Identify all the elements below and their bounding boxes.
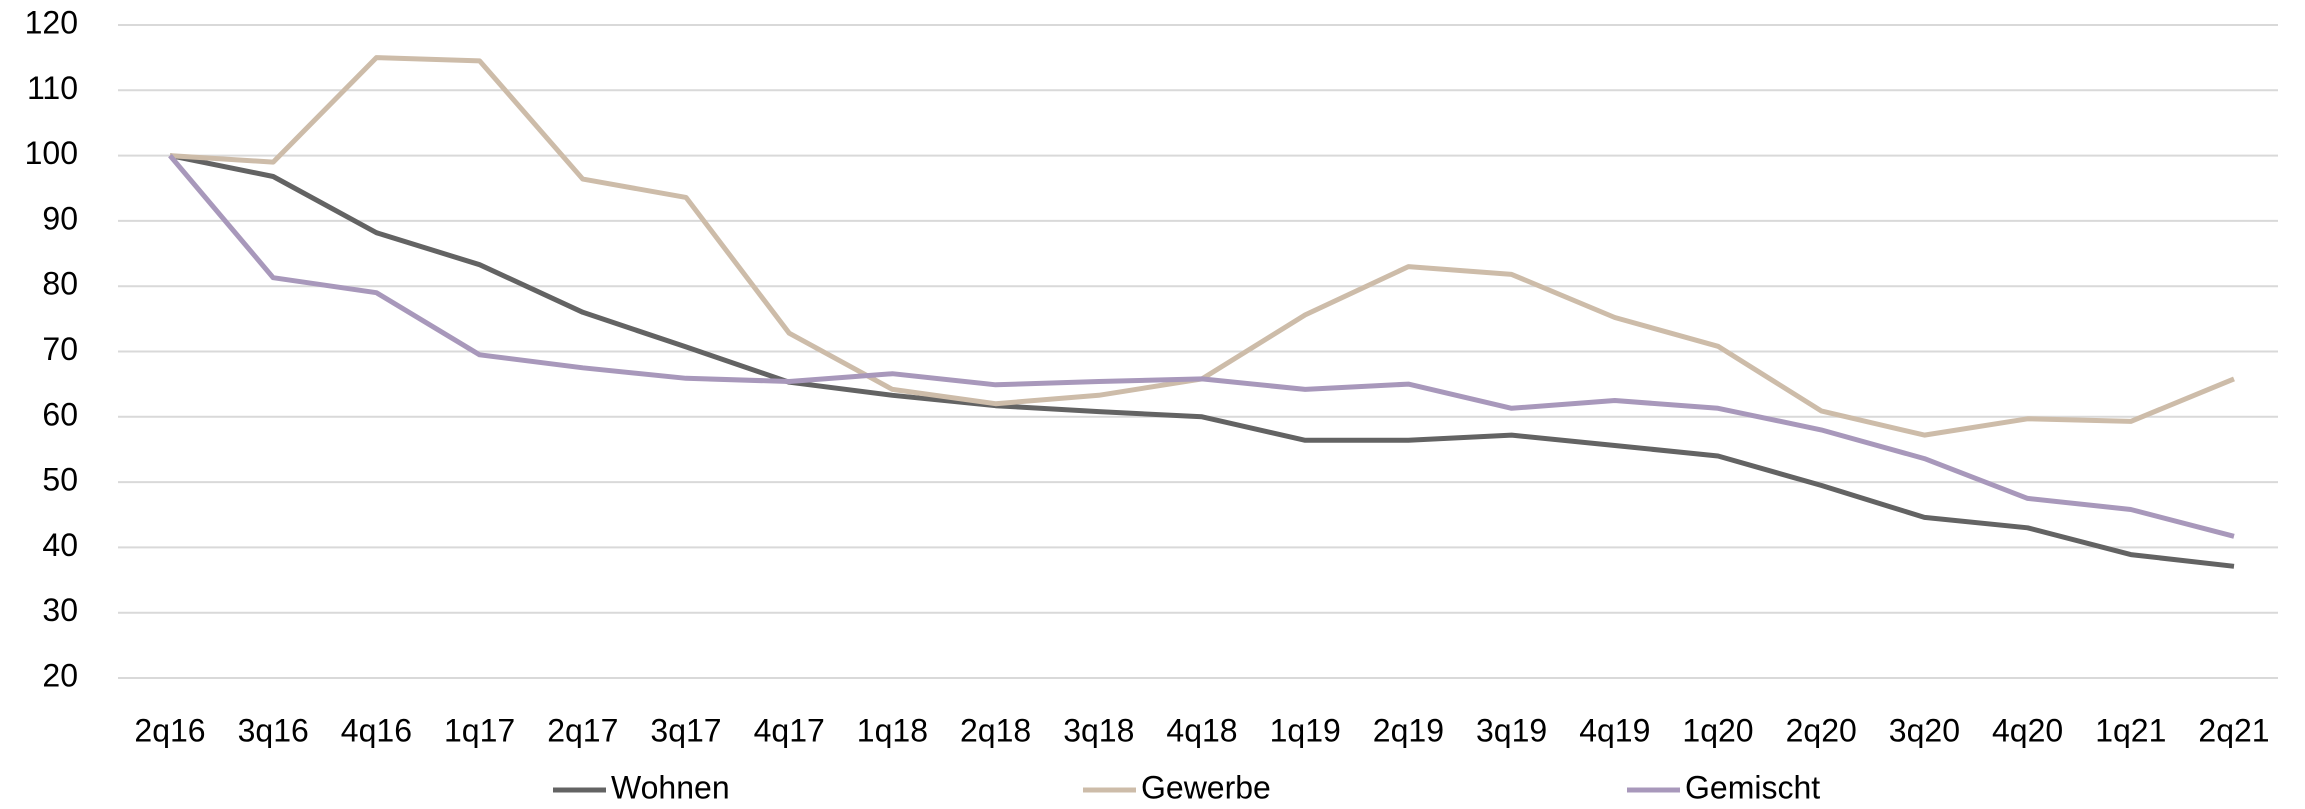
x-tick-label: 3q17	[650, 712, 721, 748]
x-tick-label: 1q21	[2095, 712, 2166, 748]
y-tick-label: 20	[42, 657, 78, 693]
x-tick-label: 2q17	[547, 712, 618, 748]
y-tick-label: 80	[42, 266, 78, 302]
legend-label: Gewerbe	[1141, 769, 1271, 805]
y-tick-label: 50	[42, 462, 78, 498]
series-line	[169, 153, 2235, 569]
x-tick-label: 3q18	[1063, 712, 1134, 748]
x-tick-label: 3q20	[1889, 712, 1960, 748]
legend-label: Gemischt	[1685, 769, 1820, 805]
legend-label: Wohnen	[611, 769, 730, 805]
x-tick-label: 1q20	[1682, 712, 1753, 748]
y-tick-label: 30	[42, 592, 78, 628]
y-tick-label: 40	[42, 527, 78, 563]
y-tick-label: 100	[25, 135, 78, 171]
y-tick-label: 60	[42, 396, 78, 432]
x-tick-label: 2q19	[1373, 712, 1444, 748]
x-tick-label: 4q20	[1992, 712, 2063, 748]
y-tick-label: 110	[27, 70, 78, 106]
series-line	[168, 153, 2235, 539]
x-tick-label: 3q16	[238, 712, 309, 748]
x-tick-label: 2q21	[2198, 712, 2269, 748]
x-tick-label: 4q16	[341, 712, 412, 748]
x-tick-label: 1q17	[444, 712, 515, 748]
y-tick-label: 70	[42, 331, 78, 367]
x-tick-label: 1q19	[1270, 712, 1341, 748]
x-tick-label: 4q19	[1579, 712, 1650, 748]
x-tick-label: 3q19	[1476, 712, 1547, 748]
x-tick-label: 2q16	[134, 712, 205, 748]
x-tick-label: 2q20	[1786, 712, 1857, 748]
y-tick-label: 90	[42, 200, 78, 236]
x-tick-label: 1q18	[857, 712, 928, 748]
y-tick-label: 120	[25, 4, 78, 40]
x-tick-label: 2q18	[960, 712, 1031, 748]
x-tick-label: 4q18	[1166, 712, 1237, 748]
x-tick-label: 4q17	[754, 712, 825, 748]
